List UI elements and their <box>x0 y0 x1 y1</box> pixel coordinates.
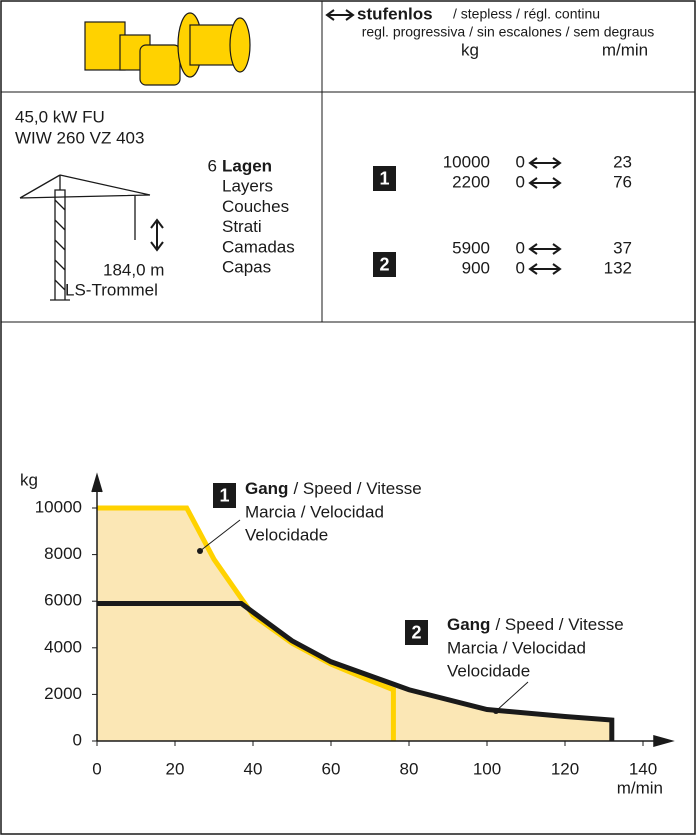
y-tick-label: 6000 <box>44 591 82 610</box>
x-tick-label: 140 <box>629 759 657 778</box>
x-tick-label: 80 <box>400 759 419 778</box>
speed-min: 0 <box>516 258 525 277</box>
annotation-line: Velocidade <box>245 525 328 544</box>
x-tick-label: 60 <box>322 759 341 778</box>
x-tick-label: 20 <box>166 759 185 778</box>
annotation-text: / Speed / Vitesse <box>495 615 623 634</box>
double-arrow <box>530 158 560 168</box>
x-tick-label: 0 <box>92 759 101 778</box>
annotation-line: Marcia / Velocidad <box>447 638 586 657</box>
annotation-text: / Speed / Vitesse <box>293 479 421 498</box>
layer-translation: Couches <box>222 197 289 216</box>
unit-speed: m/min <box>602 40 648 59</box>
badge-label: 1 <box>219 485 229 505</box>
y-tick-label: 4000 <box>44 637 82 656</box>
model: WIW 260 VZ 403 <box>15 128 144 147</box>
speed-min: 0 <box>516 152 525 171</box>
y-axis-label: kg <box>20 470 38 489</box>
leader-dot <box>197 548 203 554</box>
speed-rest: / stepless / régl. continu <box>453 6 600 22</box>
annotation-line: Velocidade <box>447 661 530 680</box>
load: 10000 <box>443 152 490 171</box>
badge-label: 2 <box>411 622 421 642</box>
layer-translation: Layers <box>222 176 273 195</box>
x-tick-label: 100 <box>473 759 501 778</box>
load: 2200 <box>452 172 490 191</box>
x-tick-label: 120 <box>551 759 579 778</box>
speed-max: 23 <box>613 152 632 171</box>
drum: LS-Trommel <box>65 280 158 299</box>
load: 5900 <box>452 238 490 257</box>
x-tick-label: 40 <box>244 759 263 778</box>
y-tick-label: 0 <box>73 730 82 749</box>
annotation-line: Marcia / Velocidad <box>245 502 384 521</box>
leader <box>496 682 528 711</box>
winch-icon <box>85 13 250 85</box>
y-tick-label: 2000 <box>44 684 82 703</box>
power: 45,0 kW FU <box>15 107 105 126</box>
speed-max: 37 <box>613 238 632 257</box>
speed-line2: regl. progressiva / sin escalones / sem … <box>362 24 655 40</box>
annotation: Gang / Speed / Vitesse <box>447 615 624 634</box>
height-arrow <box>151 220 163 250</box>
unit-load: kg <box>461 40 479 59</box>
layers-count: 6 <box>208 156 217 175</box>
speed-min: 0 <box>516 238 525 257</box>
speed-min: 0 <box>516 172 525 191</box>
annotation-bold: Gang <box>245 479 288 498</box>
speed-max: 132 <box>604 258 632 277</box>
stepless-arrow <box>327 10 353 20</box>
double-arrow <box>530 178 560 188</box>
badge-label: 2 <box>379 254 389 274</box>
layer-translation: Strati <box>222 217 262 236</box>
y-tick-label: 10000 <box>35 497 82 516</box>
double-arrow <box>530 244 560 254</box>
leader <box>200 520 240 551</box>
speed-max: 76 <box>613 172 632 191</box>
y-tick-label: 8000 <box>44 544 82 563</box>
leader-dot <box>493 708 499 714</box>
speed-bold: stufenlos <box>357 4 433 23</box>
badge-label: 1 <box>379 168 389 188</box>
layers-label: Lagen <box>222 156 272 175</box>
rope-length: 184,0 m <box>103 260 164 279</box>
annotation-bold: Gang <box>447 615 490 634</box>
x-axis-label: m/min <box>617 778 663 797</box>
annotation: Gang / Speed / Vitesse <box>245 479 422 498</box>
datasheet: stufenlos / stepless / régl. continu reg… <box>0 0 696 835</box>
layer-translation: Camadas <box>222 237 295 256</box>
load: 900 <box>462 258 490 277</box>
layer-translation: Capas <box>222 258 271 277</box>
double-arrow <box>530 264 560 274</box>
